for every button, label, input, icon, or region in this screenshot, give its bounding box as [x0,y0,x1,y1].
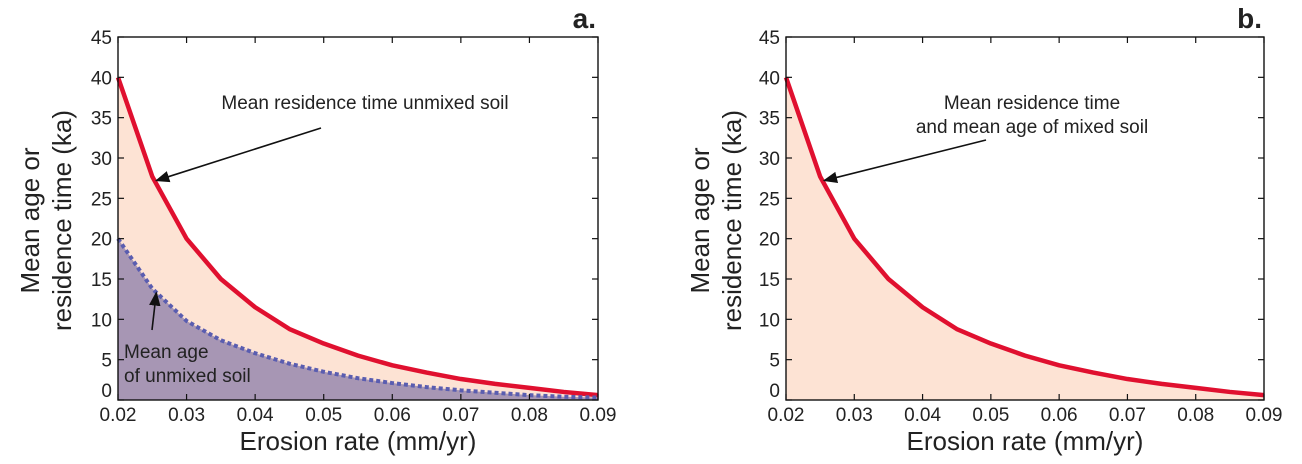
x-tick-label: 0.03 [168,405,205,426]
x-tick-label: 0.05 [972,405,1009,426]
annotation: Mean residence time unmixed soil [154,93,509,183]
panel-a: 0.02 0.03 0.04 0.05 0.06 0.07 0.08 0.09 0 5 10 15 20… [15,3,617,456]
y-tick-label: 35 [91,109,112,130]
y-axis-title-line: Mean age or [15,147,45,293]
panel-b: 0.02 0.03 0.04 0.05 0.06 0.07 0.08 0.09 0 5 10 15 20… [685,3,1283,456]
y-tick-label: 10 [759,310,780,331]
annotation-arrow [822,139,987,183]
y-tick-label: 25 [759,189,780,210]
y-tick-label: 5 [101,351,112,372]
x-tick-label: 0.09 [580,405,617,426]
x-tick-label: 0.02 [768,405,805,426]
series-area-0 [786,77,1264,400]
y-tick-label: 0 [101,381,112,402]
x-tick-label: 0.08 [1177,405,1214,426]
annotation: Mean age of unmixed soil [124,291,251,387]
y-axis-title-line: residence time (ka) [47,110,77,331]
y-tick-label: 5 [769,351,780,372]
x-tick-label: 0.07 [442,405,479,426]
y-tick-label: 20 [91,230,112,251]
y-tick-label: 30 [759,149,780,170]
x-tick-label: 0.06 [1041,405,1078,426]
annotation-text: Mean age [124,342,209,363]
x-tick-label: 0.03 [836,405,873,426]
y-axis-title-line: Mean age or [685,147,715,293]
plot-frame [785,36,1265,401]
panel-label: b. [1237,3,1262,34]
x-tick-label: 0.07 [1109,405,1146,426]
x-tick-label: 0.09 [1246,405,1283,426]
x-axis-title: Erosion rate (mm/yr) [907,426,1144,456]
y-tick-label: 45 [759,28,780,49]
y-tick-label: 30 [91,149,112,170]
y-tick-label: 15 [91,270,112,291]
series-area-0 [118,77,598,400]
annotation: Mean residence time and mean age of mixed… [822,93,1148,183]
x-tick-label: 0.08 [511,405,548,426]
annotation-text: and mean age of mixed soil [916,117,1148,138]
y-tick-label: 45 [91,28,112,49]
annotation-arrow [149,291,161,331]
annotation-text: Mean residence time unmixed soil [221,93,508,114]
y-tick-label: 10 [91,310,112,331]
y-tick-label: 25 [91,189,112,210]
annotation-text: Mean residence time [944,93,1120,114]
x-tick-label: 0.02 [100,405,137,426]
x-axis-title: Erosion rate (mm/yr) [240,426,477,456]
y-axis-title-line: residence time (ka) [717,110,747,331]
y-tick-label: 15 [759,270,780,291]
annotation-arrow [154,127,322,183]
x-tick-label: 0.06 [374,405,411,426]
x-tick-label: 0.05 [305,405,342,426]
y-tick-label: 0 [769,381,780,402]
plot-frame [117,36,599,401]
annotation-text: of unmixed soil [124,366,251,387]
panel-label: a. [573,3,596,34]
y-tick-label: 20 [759,230,780,251]
y-tick-label: 40 [91,68,112,89]
y-tick-label: 35 [759,109,780,130]
series-area-1 [118,238,598,400]
x-tick-label: 0.04 [904,405,941,426]
x-tick-label: 0.04 [237,405,274,426]
y-tick-label: 40 [759,68,780,89]
